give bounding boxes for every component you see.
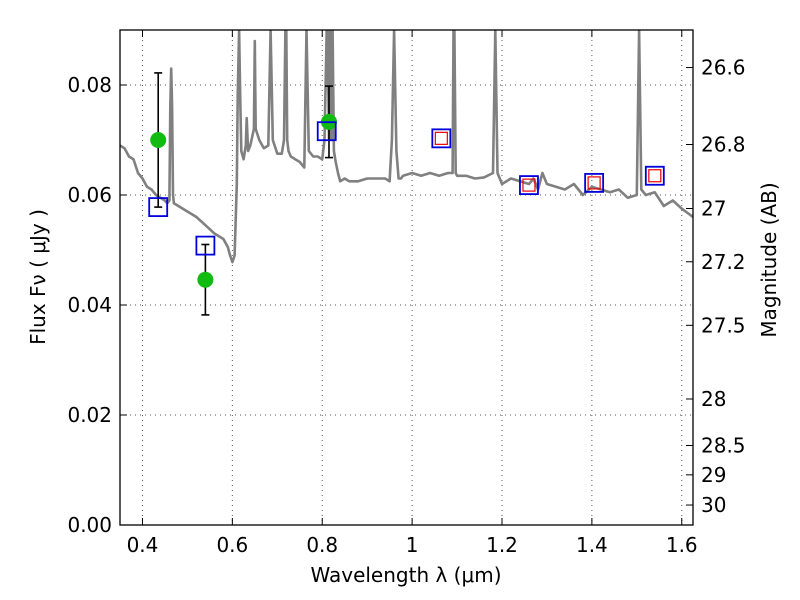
x-tick-label: 0.4 (127, 533, 159, 557)
blue-square-marker (584, 172, 605, 193)
blue-square-marker (148, 197, 169, 218)
y2-tick-label: 28.5 (701, 434, 746, 458)
x-tick-label: 0.6 (216, 533, 248, 557)
y2-tick-label: 26.8 (701, 132, 746, 156)
y2-tick-label: 27.2 (701, 250, 746, 274)
y-tick-label: 0.02 (67, 403, 112, 427)
blue-square-marker (519, 175, 539, 196)
y2-tick-label: 26.6 (701, 56, 746, 80)
y-tick-label: 0.08 (67, 73, 112, 97)
y2-axis-label: Magnitude (AB) (757, 182, 781, 337)
blue-square-marker (195, 235, 216, 256)
y-axis-label: Flux Fν ( μJy ) (26, 209, 50, 345)
plot-area (120, 30, 693, 264)
blue-square-marker (431, 128, 452, 149)
plot-frame (119, 29, 694, 526)
y-tick-label: 0.00 (67, 513, 112, 537)
x-axis-label: Wavelength λ (μm) (310, 563, 501, 587)
red-square-marker (587, 176, 601, 190)
axes: 0.4 0.6 0.8 1 1.2 1.4 1.6 0.00 0.02 0.04 0.06 0.08 2… (67, 30, 746, 557)
blue-square-marker (644, 165, 665, 186)
red-square-marker (522, 178, 536, 192)
y-tick-label: 0.04 (67, 293, 112, 317)
y2-tick-label: 27.5 (701, 313, 746, 337)
sed-model-line (120, 30, 693, 264)
red-square-marker (434, 131, 448, 145)
y2-tick-label: 29 (701, 463, 726, 487)
y2-tick-label: 30 (701, 493, 726, 517)
red-square-marker (648, 169, 662, 183)
y2-tick-label: 27 (701, 197, 726, 221)
x-tick-label: 1 (406, 533, 419, 557)
y-tick-label: 0.06 (67, 183, 112, 207)
markers (148, 72, 665, 316)
x-tick-label: 1.4 (576, 533, 608, 557)
x-tick-label: 1.2 (486, 533, 518, 557)
blue-square-marker (316, 121, 337, 142)
x-tick-label: 1.6 (666, 533, 698, 557)
observed-point (197, 271, 214, 288)
y2-tick-label: 28 (701, 387, 726, 411)
observed-point (150, 132, 167, 148)
x-tick-label: 0.8 (306, 533, 338, 557)
